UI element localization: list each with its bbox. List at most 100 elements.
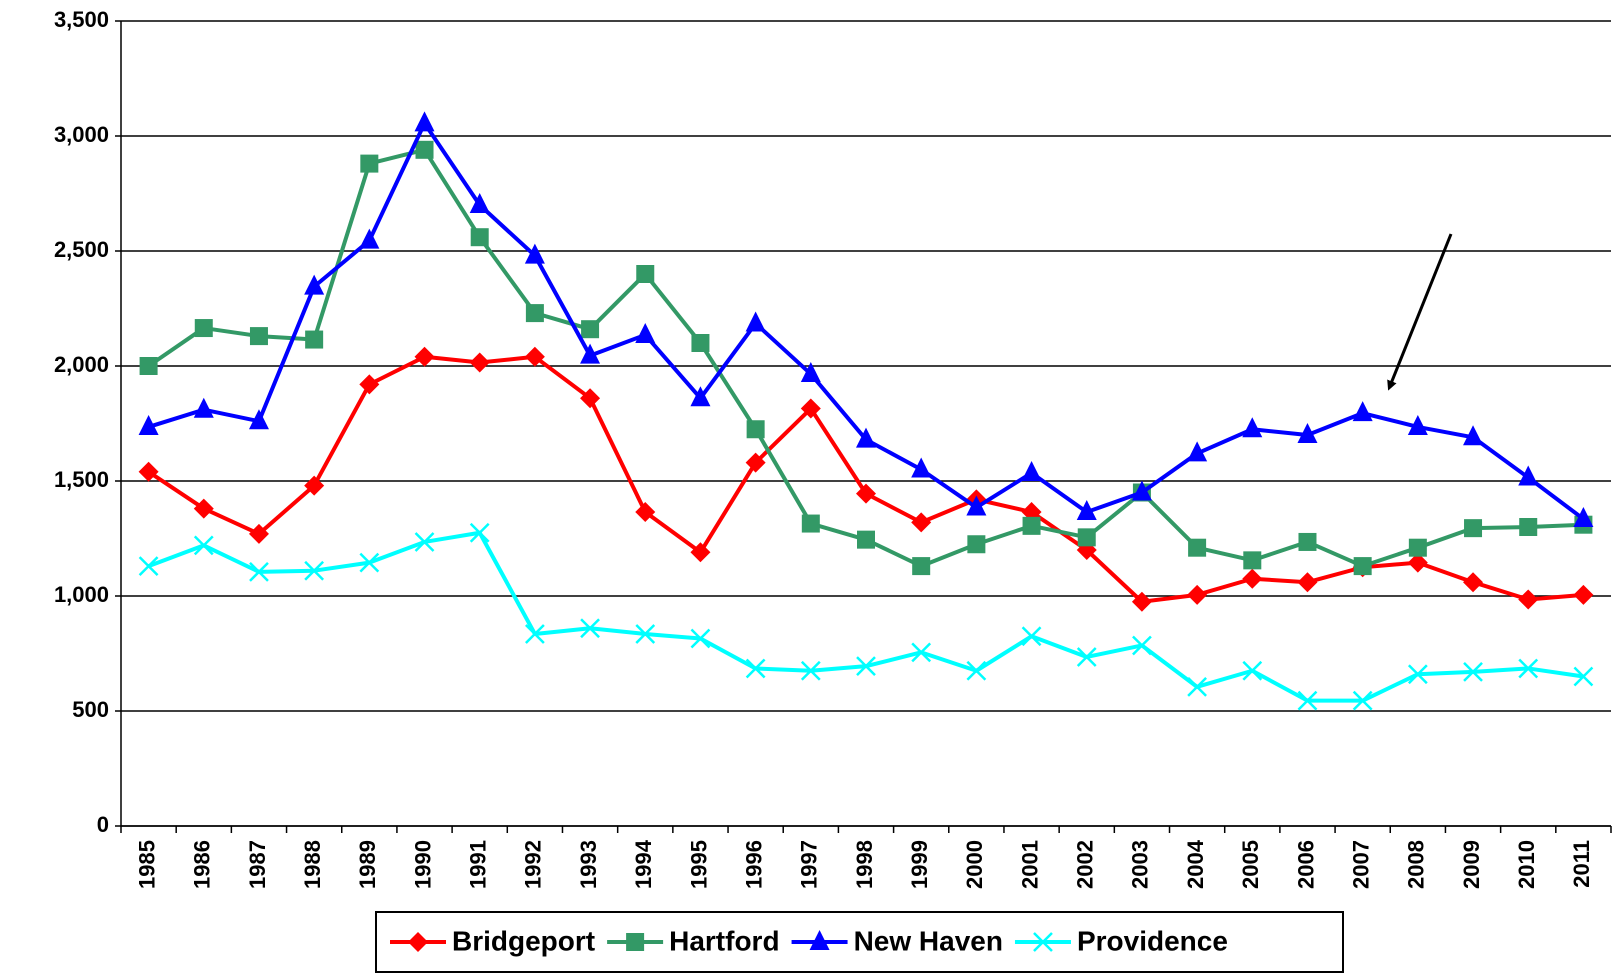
x-tick-label: 1987 bbox=[245, 840, 270, 889]
point bbox=[1408, 538, 1427, 557]
x-tick-label: 2008 bbox=[1404, 840, 1429, 889]
point bbox=[691, 334, 710, 352]
point bbox=[581, 320, 600, 339]
point bbox=[1407, 664, 1428, 685]
x-tick-label: 2009 bbox=[1459, 840, 1484, 889]
series-line bbox=[147, 147, 1584, 569]
point bbox=[1187, 676, 1207, 697]
point bbox=[580, 343, 601, 364]
point bbox=[1022, 516, 1041, 535]
x-tick-label: 1994 bbox=[631, 839, 656, 889]
x-tick-label: 2007 bbox=[1348, 840, 1373, 889]
point bbox=[690, 628, 711, 649]
point bbox=[1131, 480, 1152, 501]
point bbox=[1518, 658, 1539, 679]
point bbox=[1407, 552, 1428, 573]
legend-box bbox=[375, 911, 1344, 973]
point bbox=[635, 322, 656, 343]
point bbox=[249, 561, 269, 582]
point bbox=[359, 552, 380, 573]
point bbox=[305, 330, 324, 349]
point bbox=[745, 311, 766, 332]
x-tick-label: 2006 bbox=[1293, 840, 1318, 889]
x-tick-label: 1993 bbox=[576, 840, 601, 889]
point bbox=[1573, 584, 1594, 605]
point bbox=[248, 523, 269, 544]
x-tick-label: 1997 bbox=[797, 840, 822, 889]
point bbox=[1131, 591, 1152, 612]
point bbox=[1519, 518, 1538, 536]
y-tick-label: 2,000 bbox=[54, 352, 109, 377]
point bbox=[469, 193, 490, 213]
point bbox=[856, 427, 876, 448]
point bbox=[911, 457, 932, 478]
point bbox=[414, 532, 435, 552]
x-tick-label: 1995 bbox=[686, 840, 711, 889]
point bbox=[690, 542, 711, 563]
annotation-arrow bbox=[1387, 233, 1453, 391]
x-tick-label: 2001 bbox=[1017, 840, 1042, 889]
x-tick-label: 1998 bbox=[852, 840, 877, 889]
point bbox=[745, 452, 766, 473]
point bbox=[1463, 662, 1483, 682]
point bbox=[414, 346, 435, 367]
y-tick-label: 0 bbox=[97, 812, 109, 837]
point bbox=[414, 111, 435, 132]
x-tick-label: 2005 bbox=[1238, 840, 1263, 889]
x-tick-label: 1996 bbox=[741, 840, 766, 889]
point bbox=[248, 409, 269, 430]
x-tick-label: 2002 bbox=[1073, 840, 1098, 889]
y-tick-label: 1,000 bbox=[54, 582, 109, 607]
point bbox=[1573, 506, 1594, 527]
point bbox=[635, 624, 656, 644]
point bbox=[580, 388, 601, 409]
point bbox=[1242, 660, 1263, 681]
point bbox=[1298, 532, 1317, 551]
y-tick-label: 3,000 bbox=[54, 122, 109, 147]
point bbox=[800, 398, 821, 419]
x-tick-label: 2010 bbox=[1514, 840, 1539, 889]
legend-label: New Haven bbox=[854, 925, 1003, 956]
point bbox=[745, 658, 766, 679]
point bbox=[1076, 500, 1097, 521]
x-tick-label: 1990 bbox=[410, 840, 435, 889]
point bbox=[800, 660, 821, 681]
point bbox=[966, 495, 987, 516]
x-tick-label: 1986 bbox=[190, 840, 215, 889]
x-tick-label: 1992 bbox=[521, 840, 546, 889]
point bbox=[967, 535, 986, 554]
point bbox=[1573, 666, 1594, 687]
point bbox=[636, 265, 655, 283]
x-tick-label: 2003 bbox=[1128, 840, 1153, 889]
point bbox=[138, 556, 159, 576]
x-tick-label: 2004 bbox=[1183, 839, 1208, 889]
point bbox=[1297, 690, 1318, 711]
point bbox=[1463, 425, 1484, 446]
point bbox=[1352, 401, 1373, 422]
point bbox=[1132, 635, 1152, 656]
point bbox=[1518, 465, 1539, 486]
point bbox=[1353, 557, 1372, 576]
x-tick-label: 1999 bbox=[907, 840, 932, 889]
y-tick-label: 3,500 bbox=[54, 7, 109, 32]
point bbox=[800, 362, 821, 383]
point bbox=[138, 461, 159, 482]
point bbox=[911, 642, 932, 663]
point bbox=[911, 512, 932, 533]
point bbox=[580, 618, 600, 639]
point bbox=[359, 374, 380, 395]
point bbox=[1242, 568, 1263, 589]
point bbox=[525, 304, 544, 323]
point bbox=[408, 932, 428, 952]
point bbox=[469, 522, 490, 543]
point bbox=[912, 557, 931, 576]
point bbox=[1463, 572, 1484, 593]
point bbox=[1021, 460, 1042, 481]
point bbox=[139, 357, 158, 375]
point bbox=[809, 930, 830, 950]
x-tick-label: 1989 bbox=[355, 840, 380, 889]
point bbox=[304, 274, 325, 295]
point bbox=[249, 327, 268, 346]
y-tick-label: 1,500 bbox=[54, 467, 109, 492]
